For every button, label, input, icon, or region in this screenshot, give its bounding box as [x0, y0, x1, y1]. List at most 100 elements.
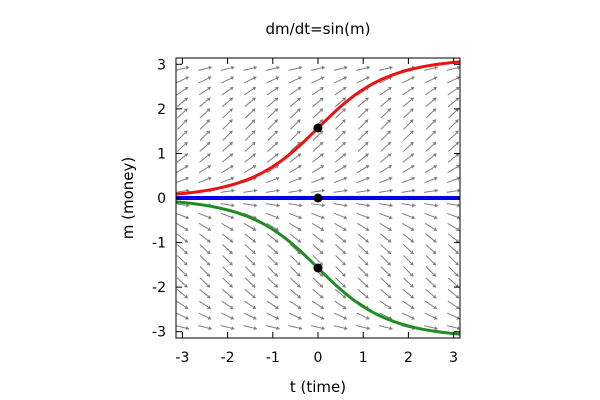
field-arrow	[335, 130, 346, 141]
field-arrow	[289, 97, 302, 108]
field-arrow	[221, 300, 234, 310]
y-tick-label: 3	[157, 57, 166, 73]
field-arrow	[357, 233, 370, 243]
field-arrow	[288, 65, 303, 71]
field-arrow	[401, 176, 416, 184]
field-arrow	[221, 76, 235, 84]
field-arrow	[220, 188, 235, 193]
field-arrow	[289, 233, 302, 243]
field-arrow	[199, 244, 211, 255]
field-arrow	[199, 108, 211, 119]
field-arrow	[357, 97, 369, 108]
field-arrow	[424, 164, 438, 174]
field-arrow	[424, 212, 438, 220]
field-arrow	[357, 119, 369, 130]
field-arrow	[244, 141, 256, 152]
field-arrow	[176, 325, 190, 331]
field-arrow	[220, 212, 235, 220]
field-arrow	[447, 76, 460, 84]
field-arrow	[356, 65, 371, 71]
field-arrow	[311, 203, 325, 208]
field-arrow	[266, 312, 280, 320]
field-arrow	[221, 86, 234, 96]
field-arrow	[221, 97, 234, 108]
field-arrow	[403, 266, 414, 277]
field-arrow	[220, 65, 235, 71]
field-arrow	[176, 300, 189, 310]
field-arrow	[267, 277, 279, 288]
field-arrow	[176, 312, 189, 320]
field-arrow	[356, 188, 371, 193]
field-arrow	[357, 153, 370, 163]
field-arrow	[243, 203, 258, 208]
y-tick-label: -2	[152, 280, 166, 296]
field-arrow	[176, 244, 188, 255]
field-arrow	[288, 325, 303, 331]
field-arrow	[448, 277, 460, 288]
field-arrow	[402, 300, 415, 310]
field-arrow	[312, 244, 324, 255]
field-arrow	[199, 153, 211, 163]
field-arrow	[289, 300, 302, 310]
field-arrow	[265, 203, 280, 208]
field-arrow	[379, 222, 393, 232]
field-arrow	[333, 325, 348, 331]
field-arrow	[289, 108, 301, 119]
field-arrow	[448, 119, 459, 130]
field-arrow	[244, 97, 256, 108]
field-arrow	[357, 255, 369, 266]
field-arrow	[312, 141, 324, 152]
field-arrow	[378, 203, 393, 208]
field-arrow	[403, 119, 414, 130]
field-arrow	[402, 141, 414, 152]
field-arrow	[176, 65, 190, 71]
field-arrow	[425, 108, 437, 119]
field-arrow	[334, 222, 347, 232]
field-arrow	[243, 188, 258, 193]
field-arrow	[447, 222, 460, 232]
field-arrow	[311, 222, 325, 232]
y-tick-label: -1	[152, 236, 166, 252]
field-arrow	[402, 164, 415, 174]
x-tick-label: -1	[266, 350, 280, 366]
y-tick-label: 0	[157, 191, 166, 207]
field-arrow	[425, 97, 437, 108]
field-arrow	[244, 108, 256, 119]
field-arrow	[312, 153, 324, 163]
field-arrow	[425, 233, 437, 243]
field-arrow	[288, 203, 303, 208]
field-arrow	[334, 312, 348, 320]
field-arrow	[177, 266, 188, 277]
field-arrow	[290, 119, 301, 130]
field-arrow	[267, 119, 279, 130]
x-tick-label: 2	[404, 350, 413, 366]
field-arrow	[356, 203, 371, 208]
x-tick-label: 1	[359, 350, 368, 366]
field-arrow	[403, 255, 414, 266]
field-arrow	[198, 312, 212, 320]
field-arrow	[357, 288, 369, 299]
field-arrow	[266, 153, 279, 163]
field-arrow	[447, 288, 460, 299]
field-arrow	[334, 233, 347, 243]
field-arrow	[446, 325, 460, 331]
field-arrow	[425, 119, 437, 130]
field-arrow	[288, 176, 303, 184]
field-arrow	[335, 277, 347, 288]
field-arrow	[380, 130, 392, 141]
field-arrow	[425, 130, 437, 141]
field-arrow	[333, 65, 348, 71]
field-arrow	[379, 153, 392, 163]
field-arrow	[244, 266, 256, 277]
field-arrow	[267, 108, 279, 119]
axes: -3 -2 -1 0 1 2 3 -3 -2 -1 0 1 2 3	[152, 57, 460, 366]
field-arrow	[401, 76, 415, 84]
field-arrow	[334, 153, 347, 163]
field-arrow	[425, 266, 437, 277]
field-arrow	[334, 86, 347, 96]
field-arrow	[333, 176, 348, 184]
field-arrow	[243, 164, 257, 174]
field-arrow	[265, 325, 280, 331]
